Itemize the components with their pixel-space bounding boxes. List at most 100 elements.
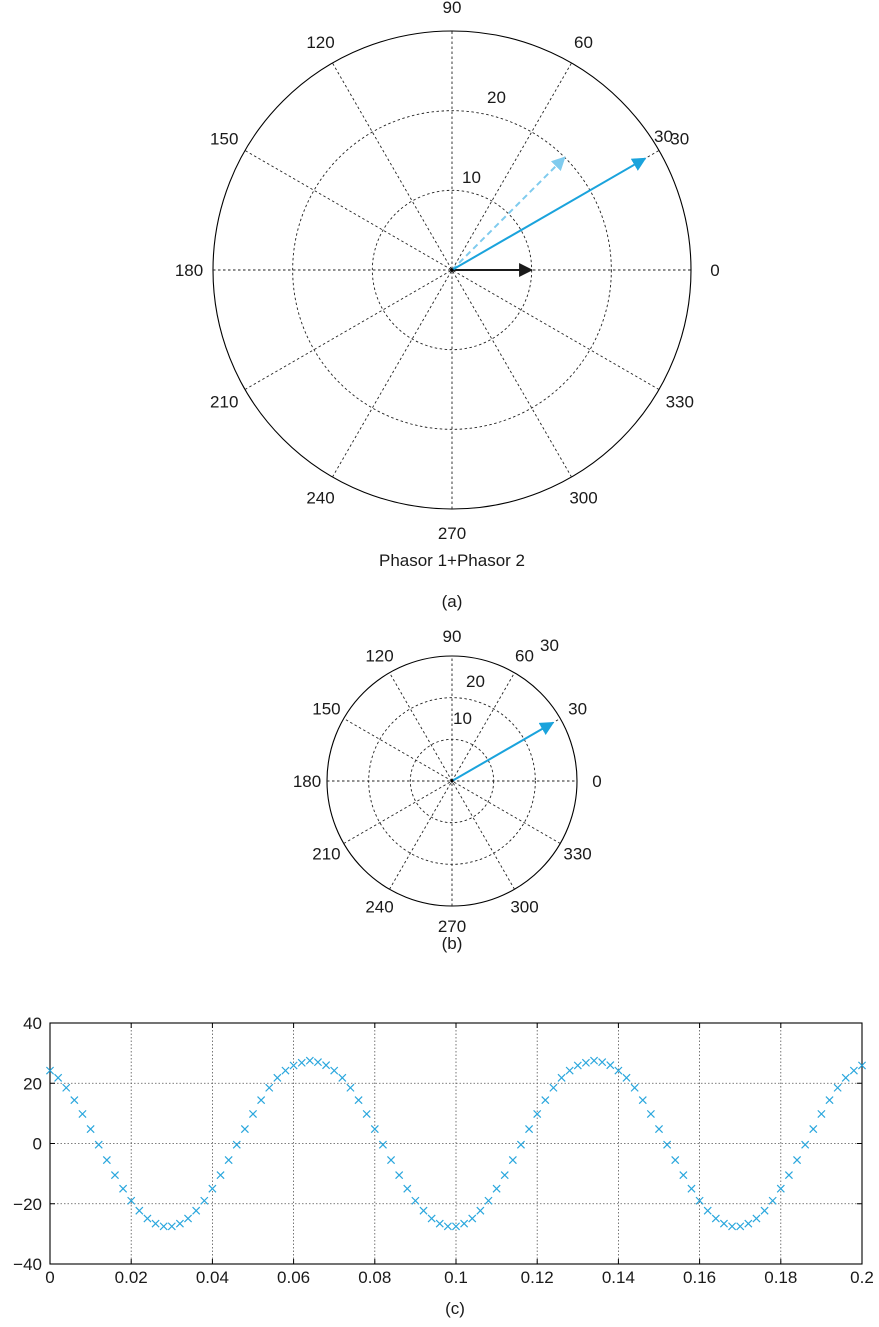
data-point-52 <box>468 1214 477 1223</box>
data-point-21 <box>216 1171 225 1180</box>
angle-label-330: 330 <box>666 392 694 411</box>
data-point-82 <box>711 1214 720 1223</box>
ring-label-20: 20 <box>466 672 485 691</box>
data-point-100 <box>857 1061 867 1070</box>
data-point-55 <box>492 1184 501 1193</box>
data-point-34 <box>322 1061 331 1070</box>
data-point-93 <box>801 1140 810 1149</box>
data-point-11 <box>135 1206 144 1215</box>
angle-label-180: 180 <box>293 772 321 791</box>
data-point-57 <box>508 1156 517 1165</box>
x-tick-label-5: 0.1 <box>444 1268 468 1287</box>
data-point-98 <box>841 1073 850 1082</box>
data-point-56 <box>500 1171 509 1180</box>
y-tick-label-2: 0 <box>33 1135 42 1154</box>
data-point-91 <box>784 1171 793 1180</box>
polar-chart-b: 0 30 60 90 120 150 180 210 240 270 300 330 10 20 30 <box>293 627 602 936</box>
data-point-88 <box>760 1206 769 1215</box>
data-point-48 <box>435 1219 444 1228</box>
data-point-74 <box>646 1109 655 1119</box>
angle-label-180: 180 <box>175 261 203 280</box>
data-point-1 <box>54 1073 63 1082</box>
polar-ring-20 <box>292 110 612 430</box>
data-point-14 <box>159 1222 168 1231</box>
angle-label-330: 330 <box>563 844 591 863</box>
data-point-28 <box>273 1073 282 1082</box>
x-tick-label-3: 0.06 <box>277 1268 310 1287</box>
y-tick-label-0: −40 <box>13 1255 42 1274</box>
data-point-77 <box>671 1156 680 1165</box>
x-tick-label-7: 0.14 <box>602 1268 635 1287</box>
data-point-43 <box>395 1171 404 1180</box>
ring-label-20: 20 <box>487 88 506 107</box>
data-point-62 <box>549 1083 558 1092</box>
data-point-38 <box>354 1096 363 1105</box>
data-point-49 <box>443 1222 452 1231</box>
y-tick-label-4: 40 <box>23 1014 42 1033</box>
angle-label-60: 60 <box>574 33 593 52</box>
data-point-69 <box>606 1061 615 1070</box>
data-point-89 <box>768 1196 777 1205</box>
data-point-46 <box>419 1206 428 1215</box>
phasor-2 <box>451 156 566 271</box>
data-point-19 <box>200 1196 209 1205</box>
data-point-7 <box>102 1156 111 1165</box>
phasor-1 <box>451 721 555 782</box>
data-point-17 <box>184 1214 193 1223</box>
data-point-65 <box>573 1061 582 1070</box>
data-point-72 <box>630 1083 639 1092</box>
x-tick-label-10: 0.2 <box>850 1268 874 1287</box>
data-point-94 <box>809 1125 818 1134</box>
data-point-81 <box>703 1206 712 1215</box>
data-point-8 <box>110 1171 119 1180</box>
angle-label-210: 210 <box>312 844 340 863</box>
data-point-29 <box>281 1066 290 1075</box>
data-point-73 <box>638 1096 647 1105</box>
data-point-54 <box>484 1196 493 1205</box>
data-point-12 <box>143 1214 152 1223</box>
data-point-23 <box>232 1140 241 1149</box>
angle-label-120: 120 <box>365 646 393 665</box>
angle-label-240: 240 <box>365 898 393 917</box>
data-point-44 <box>403 1184 412 1193</box>
data-point-53 <box>476 1206 485 1215</box>
data-point-85 <box>736 1222 745 1231</box>
x-tick-label-6: 0.12 <box>521 1268 554 1287</box>
data-point-16 <box>175 1219 184 1228</box>
x-tick-label-2: 0.04 <box>196 1268 229 1287</box>
y-tick-label-3: 20 <box>23 1074 42 1093</box>
angle-label-0: 0 <box>592 772 601 791</box>
data-point-70 <box>614 1066 623 1075</box>
data-point-87 <box>752 1214 761 1223</box>
data-point-20 <box>208 1184 217 1193</box>
x-tick-label-1: 0.02 <box>115 1268 148 1287</box>
ring-label-30: 30 <box>540 636 559 655</box>
ring-label-30: 30 <box>654 127 673 146</box>
scatter-chart-c: 0 0.02 0.04 0.06 0.08 0.1 0.12 0.14 0.16 0.18 0.2 −… <box>13 1014 874 1287</box>
angle-label-90: 90 <box>443 0 462 17</box>
data-point-80 <box>695 1196 704 1205</box>
data-point-64 <box>565 1066 574 1075</box>
panel-label-a: (a) <box>442 592 463 611</box>
angle-label-60: 60 <box>515 646 534 665</box>
data-point-24 <box>240 1125 249 1134</box>
data-point-63 <box>557 1073 566 1082</box>
data-point-97 <box>833 1083 842 1092</box>
y-tick-label-1: −20 <box>13 1195 42 1214</box>
data-point-50 <box>451 1222 461 1231</box>
data-point-26 <box>257 1096 266 1105</box>
angle-label-150: 150 <box>312 699 340 718</box>
panel-label-b: (b) <box>442 934 463 953</box>
angle-label-120: 120 <box>306 33 334 52</box>
data-point-79 <box>687 1184 696 1193</box>
data-point-30 <box>289 1061 298 1070</box>
phasor-3 <box>451 157 647 271</box>
data-point-75 <box>654 1125 664 1134</box>
data-point-2 <box>62 1083 71 1092</box>
data-point-60 <box>533 1109 542 1119</box>
data-point-22 <box>224 1156 233 1165</box>
angle-label-210: 210 <box>210 392 238 411</box>
data-point-9 <box>119 1184 128 1193</box>
data-point-99 <box>849 1066 858 1075</box>
